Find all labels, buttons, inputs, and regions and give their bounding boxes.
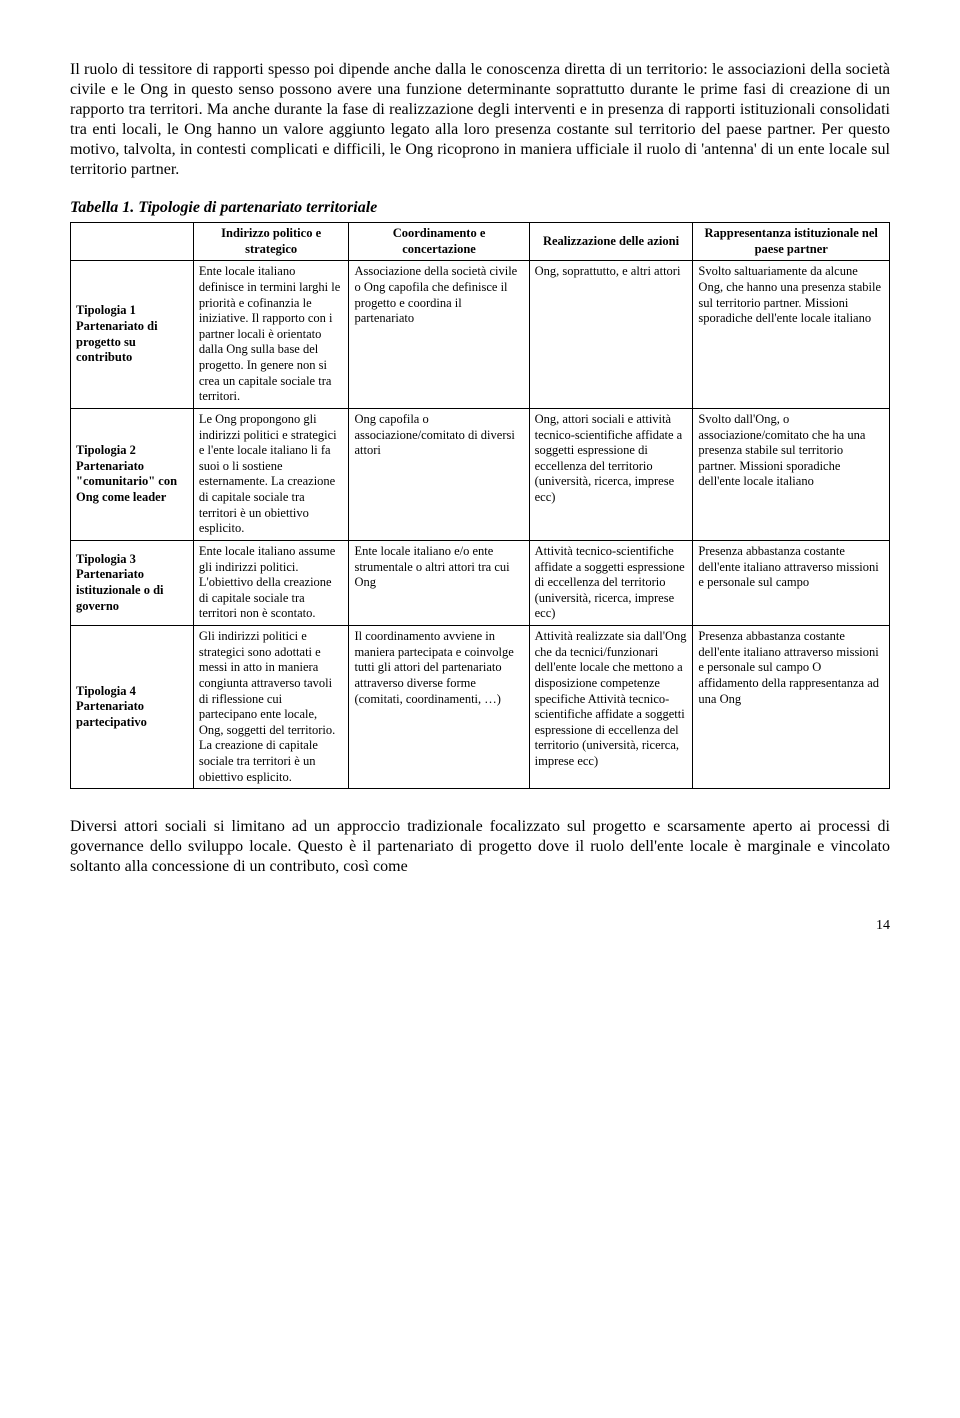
row2-c2: Ong capofila o associazione/comitato di … <box>349 408 529 540</box>
page-number: 14 <box>70 917 890 935</box>
row2-c3: Ong, attori sociali e attività tecnico-s… <box>529 408 693 540</box>
table-row: Tipologia 2 Partenariato "comunitario" c… <box>71 408 890 540</box>
row4-c1: Gli indirizzi politici e strategici sono… <box>193 626 349 789</box>
row1-label: Tipologia 1 Partenariato di progetto su … <box>71 261 194 409</box>
intro-paragraph: Il ruolo di tessitore di rapporti spesso… <box>70 60 890 180</box>
row2-c4: Svolto dall'Ong, o associazione/comitato… <box>693 408 890 540</box>
row3-c4: Presenza abbastanza costante dell'ente i… <box>693 540 890 625</box>
table-row: Tipologia 3 Partenariato istituzionale o… <box>71 540 890 625</box>
row1-c4: Svolto saltuariamente da alcune Ong, che… <box>693 261 890 409</box>
header-coordinamento: Coordinamento e concertazione <box>349 223 529 261</box>
table-header-row: Indirizzo politico e strategico Coordina… <box>71 223 890 261</box>
row2-label: Tipologia 2 Partenariato "comunitario" c… <box>71 408 194 540</box>
header-rappresentanza: Rappresentanza istituzionale nel paese p… <box>693 223 890 261</box>
table-title: Tabella 1. Tipologie di partenariato ter… <box>70 198 890 218</box>
row2-c1: Le Ong propongono gli indirizzi politici… <box>193 408 349 540</box>
row3-c1: Ente locale italiano assume gli indirizz… <box>193 540 349 625</box>
row4-label: Tipologia 4 Partenariato partecipativo <box>71 626 194 789</box>
header-indirizzo: Indirizzo politico e strategico <box>193 223 349 261</box>
header-realizzazione: Realizzazione delle azioni <box>529 223 693 261</box>
row1-c3: Ong, soprattutto, e altri attori <box>529 261 693 409</box>
header-empty <box>71 223 194 261</box>
row1-c2: Associazione della società civile o Ong … <box>349 261 529 409</box>
row1-c1: Ente locale italiano definisce in termin… <box>193 261 349 409</box>
row4-c4: Presenza abbastanza costante dell'ente i… <box>693 626 890 789</box>
typology-table: Indirizzo politico e strategico Coordina… <box>70 222 890 789</box>
row3-c2: Ente locale italiano e/o ente strumental… <box>349 540 529 625</box>
row3-label: Tipologia 3 Partenariato istituzionale o… <box>71 540 194 625</box>
table-row: Tipologia 1 Partenariato di progetto su … <box>71 261 890 409</box>
table-row: Tipologia 4 Partenariato partecipativo G… <box>71 626 890 789</box>
outro-paragraph: Diversi attori sociali si limitano ad un… <box>70 817 890 877</box>
row4-c2: Il coordinamento avviene in maniera part… <box>349 626 529 789</box>
row4-c3: Attività realizzate sia dall'Ong che da … <box>529 626 693 789</box>
row3-c3: Attività tecnico-scientifiche affidate a… <box>529 540 693 625</box>
